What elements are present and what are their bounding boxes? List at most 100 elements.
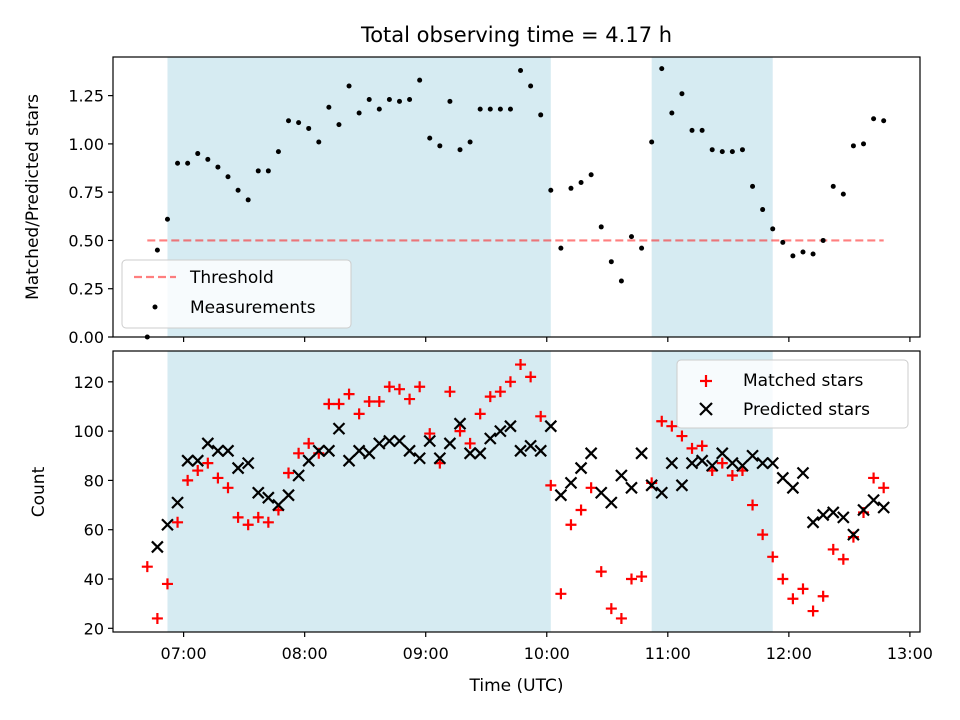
matched-star-point [535,410,547,422]
predicted-star-point [695,454,709,467]
measurement-point [306,125,312,131]
bottom-legend: Matched stars Predicted stars [676,359,909,429]
measurements-series [144,66,887,340]
matched-star-point [676,430,688,442]
predicted-star-point [383,434,396,448]
matched-star-point [161,578,173,590]
matched-star-point [747,499,759,511]
matched-star-point [625,573,637,585]
predicted-star-point [403,444,416,458]
top-y-tick-label: 0.50 [68,231,104,250]
measurement-point [689,127,695,133]
x-tick-label: 12:00 [766,644,812,663]
x-tick-label: 11:00 [645,644,691,663]
matched-star-point [363,396,375,408]
predicted-star-point [655,486,669,500]
measurement-point [386,96,392,102]
matched-stars-series [141,359,890,624]
top-panel: 0.00 0.25 0.50 0.75 1.00 1.25 Matched/Predict… [23,56,921,347]
measurement-point [790,253,796,259]
matched-star-point [172,516,184,528]
predicted-star-point [231,461,245,475]
predicted-star-point [312,444,326,458]
measurement-point [225,174,231,180]
measurement-point [296,120,302,126]
matched-star-point [383,381,395,393]
matched-star-point [192,465,204,477]
predicted-star-point [151,540,164,554]
matched-star-point [494,386,506,398]
bottom-axes-frame [112,350,921,633]
matched-star-point [575,504,587,516]
measurement-point [316,139,322,145]
matched-star-point [212,472,224,484]
matched-star-point [252,511,264,523]
predicted-star-point [161,518,174,532]
measurement-point [437,143,443,149]
measurement-point [336,122,342,128]
predicted-star-point [564,476,578,490]
matched-star-point [515,359,527,371]
matched-star-point [797,583,809,595]
measurement-point [628,234,634,240]
measurement-point [810,251,816,257]
predicted-star-point [292,469,305,482]
predicted-star-point [615,469,628,482]
measurement-point [840,191,846,197]
predicted-star-point [423,434,437,448]
top-y-tick-label: 1.25 [68,87,104,106]
legend-measurements-swatch [152,304,158,310]
matched-star-point [807,605,819,617]
measurement-point [800,249,806,255]
bottom-y-tick-label: 80 [84,471,104,490]
predicted-star-point [342,454,356,467]
bottom-legend-box [676,359,909,429]
measurement-point [457,147,463,153]
matched-star-point [696,440,708,452]
measurement-point [427,135,433,141]
legend-matched-swatch [700,375,712,387]
matched-star-point [585,482,597,494]
predicted-star-point [282,488,295,502]
measurement-point [669,110,675,116]
predicted-star-point [786,481,800,495]
predicted-star-point [483,432,497,445]
chart-title: Total observing time = 4.17 h [360,23,672,47]
predicted-star-point [302,454,315,467]
x-tick-label: 08:00 [282,644,328,663]
predicted-star-point [867,493,880,507]
matched-star-point [636,571,648,583]
top-x-axis-ticks [183,337,911,342]
bottom-x-axis-ticks: 07:00 08:00 09:00 10:00 11:00 12:00 13:00 [161,632,933,663]
predicted-star-point [322,444,336,458]
measurement-point [154,247,160,253]
matched-star-point [837,553,849,565]
predicted-star-point [494,424,507,438]
matched-star-point [303,437,315,449]
predicted-star-point [705,459,719,472]
predicted-star-point [191,454,205,467]
predicted-star-point [181,454,194,467]
top-y-tick-label: 1.00 [68,135,104,154]
predicted-star-point [514,444,527,458]
predicted-star-point [806,516,820,529]
matched-star-point [242,519,254,531]
matched-star-point [767,551,779,563]
measurement-point [699,127,705,133]
matched-star-point [555,588,567,600]
predicted-star-point [796,466,810,480]
matched-star-point [666,420,678,432]
matched-star-point [404,393,416,405]
matched-star-point [333,398,345,410]
measurement-point [164,216,170,222]
predicted-star-point [635,447,648,460]
matched-star-point [777,573,789,585]
measurement-point [477,106,483,112]
matched-star-point [444,386,456,398]
top-y-tick-label: 0.25 [68,280,104,299]
predicted-star-point [453,417,467,430]
measurement-point [356,110,362,116]
measurement-point [760,207,766,213]
predicted-star-point [211,444,225,458]
matched-star-point [757,529,769,541]
